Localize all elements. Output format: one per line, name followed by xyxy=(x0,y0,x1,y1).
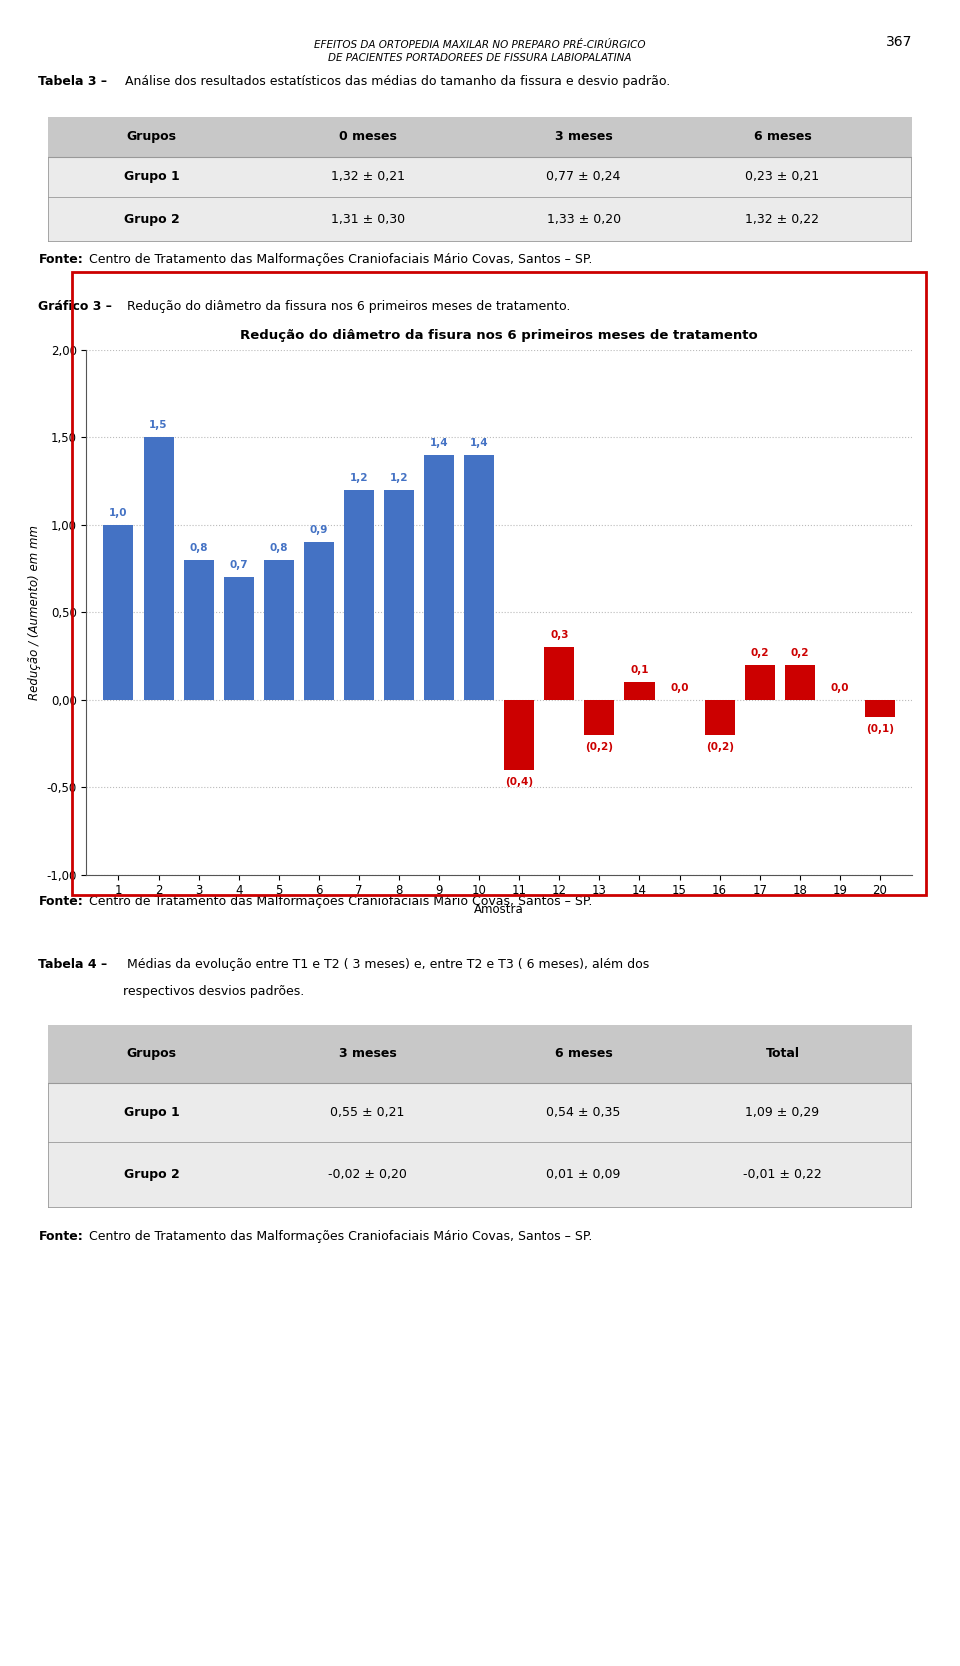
Text: Grupo 1: Grupo 1 xyxy=(124,170,180,183)
Text: (0,4): (0,4) xyxy=(505,776,534,786)
Bar xyxy=(224,578,253,700)
Text: 1,4: 1,4 xyxy=(430,438,448,448)
Text: 1,31 ± 0,30: 1,31 ± 0,30 xyxy=(330,213,405,225)
Text: Centro de Tratamento das Malformações Craniofaciais Mário Covas, Santos – SP.: Centro de Tratamento das Malformações Cr… xyxy=(89,253,592,267)
Text: (0,2): (0,2) xyxy=(706,741,733,751)
Text: 1,5: 1,5 xyxy=(150,420,168,430)
Text: Médias da evolução entre T1 e T2 ( 3 meses) e, entre T2 e T3 ( 6 meses), além do: Médias da evolução entre T1 e T2 ( 3 mes… xyxy=(123,958,649,971)
Text: Grupo 2: Grupo 2 xyxy=(124,213,180,225)
Text: 1,09 ± 0,29: 1,09 ± 0,29 xyxy=(745,1106,820,1120)
Bar xyxy=(48,117,912,157)
Bar xyxy=(48,1025,912,1083)
Text: 6 meses: 6 meses xyxy=(555,1048,612,1061)
Text: 0,0: 0,0 xyxy=(830,683,849,693)
Text: Gráfico 3 –: Gráfico 3 – xyxy=(38,300,112,313)
Text: Total: Total xyxy=(765,1048,800,1061)
Text: respectivos desvios padrões.: respectivos desvios padrões. xyxy=(123,985,304,998)
Text: Tabela 3 –: Tabela 3 – xyxy=(38,75,108,88)
Text: 0,0: 0,0 xyxy=(670,683,688,693)
Text: Centro de Tratamento das Malformações Craniofaciais Mário Covas, Santos – SP.: Centro de Tratamento das Malformações Cr… xyxy=(89,895,592,908)
Text: DE PACIENTES PORTADOREES DE FISSURA LABIOPALATINA: DE PACIENTES PORTADOREES DE FISSURA LABI… xyxy=(328,53,632,63)
Text: 0,2: 0,2 xyxy=(751,648,769,658)
Text: 0,7: 0,7 xyxy=(229,560,248,570)
Bar xyxy=(303,543,334,700)
Text: 1,32 ± 0,22: 1,32 ± 0,22 xyxy=(745,213,820,225)
Bar xyxy=(504,700,535,770)
Text: -0,01 ± 0,22: -0,01 ± 0,22 xyxy=(743,1168,822,1181)
Y-axis label: Redução / (Aumento) em mm: Redução / (Aumento) em mm xyxy=(28,525,40,700)
Text: EFEITOS DA ORTOPEDIA MAXILAR NO PREPARO PRÉ-CIRÚRGICO: EFEITOS DA ORTOPEDIA MAXILAR NO PREPARO … xyxy=(314,40,646,50)
Text: Fonte:: Fonte: xyxy=(38,895,84,908)
Text: 0,8: 0,8 xyxy=(189,543,208,553)
Text: 1,2: 1,2 xyxy=(349,473,369,483)
Text: 0,8: 0,8 xyxy=(270,543,288,553)
Bar xyxy=(705,700,734,735)
Text: 0,1: 0,1 xyxy=(630,665,649,675)
Text: Grupo 1: Grupo 1 xyxy=(124,1106,180,1120)
Title: Redução do diâmetro da fisura nos 6 primeiros meses de tratamento: Redução do diâmetro da fisura nos 6 prim… xyxy=(240,328,758,342)
Text: Tabela 4 –: Tabela 4 – xyxy=(38,958,108,971)
Text: 1,0: 1,0 xyxy=(109,508,128,518)
Bar xyxy=(183,560,214,700)
Text: 0,9: 0,9 xyxy=(310,525,328,535)
Text: Fonte:: Fonte: xyxy=(38,253,84,267)
Text: Fonte:: Fonte: xyxy=(38,1230,84,1243)
Text: Centro de Tratamento das Malformações Craniofaciais Mário Covas, Santos – SP.: Centro de Tratamento das Malformações Cr… xyxy=(89,1230,592,1243)
Bar xyxy=(344,490,374,700)
Text: Grupos: Grupos xyxy=(127,1048,177,1061)
Text: 0,55 ± 0,21: 0,55 ± 0,21 xyxy=(330,1106,405,1120)
Bar xyxy=(264,560,294,700)
Text: 1,33 ± 0,20: 1,33 ± 0,20 xyxy=(546,213,621,225)
Text: 1,4: 1,4 xyxy=(469,438,489,448)
Bar xyxy=(424,455,454,700)
Text: 0,3: 0,3 xyxy=(550,630,568,640)
Bar xyxy=(104,525,133,700)
Text: (0,2): (0,2) xyxy=(586,741,613,751)
Text: 1,32 ± 0,21: 1,32 ± 0,21 xyxy=(330,170,405,183)
Text: 0,77 ± 0,24: 0,77 ± 0,24 xyxy=(546,170,621,183)
Text: Redução do diâmetro da fissura nos 6 primeiros meses de tratamento.: Redução do diâmetro da fissura nos 6 pri… xyxy=(123,300,570,313)
Text: Grupos: Grupos xyxy=(127,130,177,143)
Text: 1,2: 1,2 xyxy=(390,473,408,483)
Bar xyxy=(384,490,414,700)
Text: (0,1): (0,1) xyxy=(866,725,894,735)
Text: Análise dos resultados estatísticos das médias do tamanho da fissura e desvio pa: Análise dos resultados estatísticos das … xyxy=(121,75,670,88)
Text: 3 meses: 3 meses xyxy=(555,130,612,143)
Text: 367: 367 xyxy=(886,35,912,48)
Bar xyxy=(784,665,815,700)
Bar xyxy=(143,436,174,700)
Text: -0,02 ± 0,20: -0,02 ± 0,20 xyxy=(328,1168,407,1181)
Text: 0,23 ± 0,21: 0,23 ± 0,21 xyxy=(745,170,820,183)
Text: 0,54 ± 0,35: 0,54 ± 0,35 xyxy=(546,1106,621,1120)
Bar xyxy=(865,700,895,718)
Text: 0,2: 0,2 xyxy=(790,648,809,658)
Text: 0 meses: 0 meses xyxy=(339,130,396,143)
Text: 6 meses: 6 meses xyxy=(754,130,811,143)
Text: 3 meses: 3 meses xyxy=(339,1048,396,1061)
Bar xyxy=(585,700,614,735)
Text: 0,01 ± 0,09: 0,01 ± 0,09 xyxy=(546,1168,621,1181)
X-axis label: Amostra: Amostra xyxy=(474,903,524,916)
Bar xyxy=(544,648,574,700)
Text: Grupo 2: Grupo 2 xyxy=(124,1168,180,1181)
Bar xyxy=(464,455,494,700)
Bar xyxy=(624,683,655,700)
Bar xyxy=(745,665,775,700)
